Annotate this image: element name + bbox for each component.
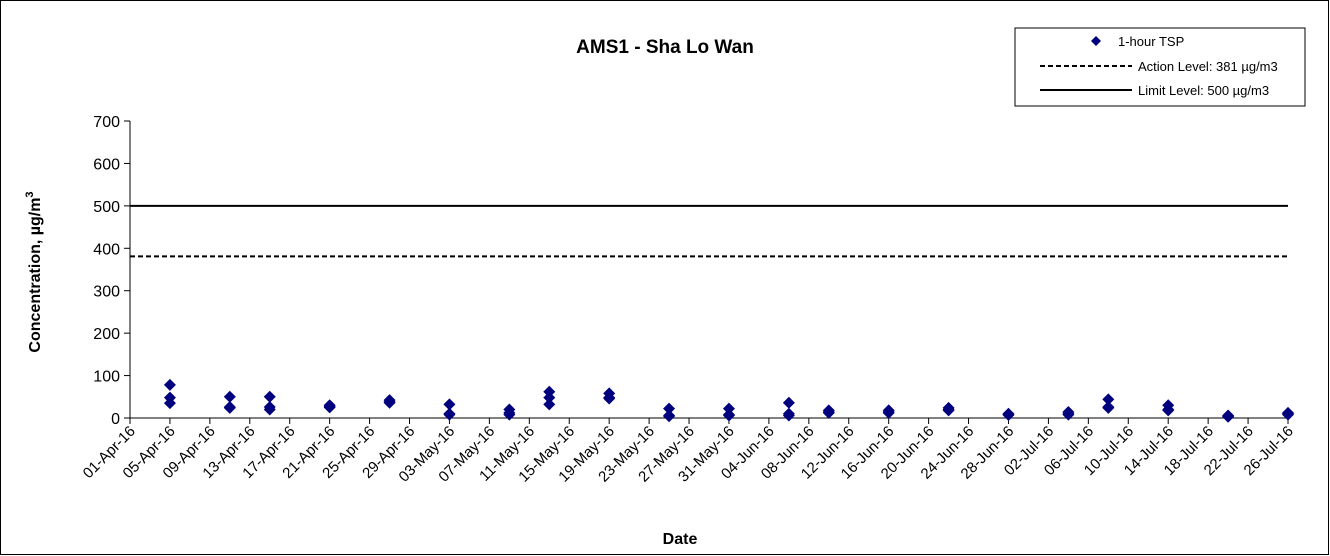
data-point-tsp (1062, 408, 1075, 421)
data-point-tsp (1102, 393, 1115, 406)
data-point-tsp (663, 410, 676, 423)
data-point-tsp (263, 390, 276, 403)
x-axis-title: Date (663, 531, 698, 548)
data-point-tsp (722, 409, 735, 422)
data-point-tsp (882, 406, 895, 419)
data-point-tsp (1002, 409, 1015, 422)
data-point-tsp (163, 378, 176, 391)
legend-label-tsp: 1-hour TSP (1118, 34, 1184, 49)
legend-label-limit: Limit Level: 500 µg/m3 (1138, 83, 1269, 98)
data-point-tsp (503, 408, 516, 421)
y-tick-label: 700 (93, 114, 120, 131)
chart-title: AMS1 - Sha Lo Wan (576, 37, 754, 58)
y-tick-label: 300 (93, 284, 120, 301)
data-point-tsp (443, 398, 456, 411)
y-tick-label: 600 (93, 156, 120, 173)
y-tick-label: 500 (93, 199, 120, 216)
data-point-tsp (663, 402, 676, 415)
legend-label-action: Action Level: 381 µg/m3 (1138, 59, 1278, 74)
data-point-tsp (822, 406, 835, 419)
y-tick-label: 100 (93, 369, 120, 386)
data-point-tsp (443, 408, 456, 421)
data-point-tsp (1282, 408, 1294, 421)
y-axis-title: Concentration, µg/m3 (24, 191, 44, 352)
data-point-tsp (782, 409, 795, 422)
data-point-tsp (782, 396, 795, 409)
legend-box (1014, 27, 1306, 107)
data-point-tsp (1162, 404, 1175, 417)
y-axis-title-superscript: 3 (24, 191, 36, 197)
legend: 1-hour TSP Action Level: 381 µg/m3 Limit… (1014, 27, 1306, 107)
legend-marker-tsp (1091, 36, 1101, 46)
data-point-tsp (163, 397, 176, 410)
data-point-tsp (543, 391, 556, 404)
data-point-tsp (383, 396, 396, 409)
data-point-tsp (1102, 401, 1115, 414)
data-point-tsp (263, 403, 276, 416)
y-tick-label: 200 (93, 326, 120, 343)
data-point-tsp (223, 390, 236, 403)
data-point-tsp (1222, 410, 1235, 423)
y-axis-title-main: Concentration, µg/m (27, 198, 44, 353)
y-tick-label: 0 (111, 411, 120, 428)
data-point-tsp (543, 398, 556, 411)
data-point-tsp (323, 401, 336, 414)
data-point-tsp (603, 392, 616, 405)
data-point-tsp (942, 404, 955, 417)
data-point-tsp (223, 401, 236, 414)
y-tick-label: 400 (93, 241, 120, 258)
